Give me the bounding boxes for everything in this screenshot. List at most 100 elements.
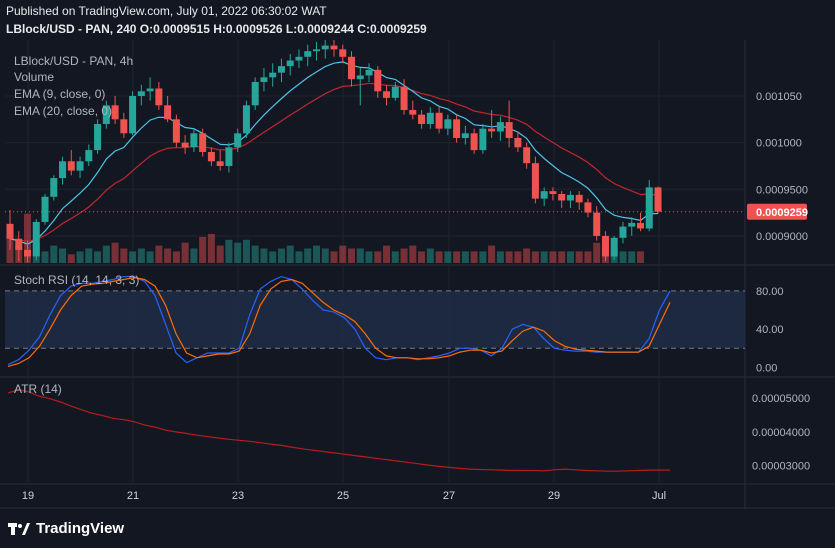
candle bbox=[409, 100, 417, 120]
candle bbox=[85, 144, 93, 166]
candle-body bbox=[523, 147, 531, 164]
candle bbox=[444, 114, 452, 136]
ema9-line bbox=[9, 61, 659, 245]
candle-body bbox=[50, 178, 58, 197]
volume-bar bbox=[181, 242, 189, 263]
volume-bar bbox=[199, 236, 207, 263]
candle-body bbox=[137, 91, 145, 96]
volume-bar bbox=[41, 251, 49, 263]
volume-bar bbox=[584, 251, 592, 263]
candle bbox=[15, 231, 23, 262]
candle bbox=[531, 156, 539, 204]
volume-bar bbox=[453, 251, 461, 263]
time-tick-label: 23 bbox=[232, 490, 244, 502]
candle-body bbox=[453, 119, 461, 138]
candle-body bbox=[488, 128, 496, 132]
candle-body bbox=[558, 193, 566, 201]
candle bbox=[41, 193, 49, 225]
volume-bar bbox=[164, 248, 172, 263]
volume-bar bbox=[216, 245, 224, 263]
candle-body bbox=[15, 238, 23, 250]
candle bbox=[129, 91, 137, 136]
candle-body bbox=[514, 137, 522, 148]
candle bbox=[654, 186, 662, 214]
candle bbox=[32, 219, 40, 261]
candle bbox=[269, 63, 277, 87]
volume-bar bbox=[85, 248, 93, 263]
last-price-label: 0.0009259 bbox=[756, 207, 808, 219]
candle-body bbox=[531, 163, 539, 199]
volume-bar bbox=[496, 251, 504, 263]
candle bbox=[181, 135, 189, 154]
candle-body bbox=[479, 128, 487, 151]
volume-bar bbox=[120, 248, 128, 263]
candle bbox=[286, 53, 294, 76]
volume-bar bbox=[102, 245, 110, 263]
volume-bar bbox=[190, 248, 198, 263]
volume-bar bbox=[234, 242, 242, 263]
candle-body bbox=[383, 91, 391, 98]
volume-bar bbox=[435, 251, 443, 263]
candle bbox=[260, 67, 268, 92]
volume-bar bbox=[111, 242, 119, 263]
price-tick-label: 0.0009000 bbox=[756, 231, 808, 243]
candle bbox=[207, 147, 215, 166]
volume-bar bbox=[295, 251, 303, 263]
published-line: Published on TradingView.com, July 01, 2… bbox=[6, 4, 327, 18]
candle bbox=[242, 100, 250, 138]
atr-tick-label: 0.00003000 bbox=[752, 461, 810, 473]
candle-body bbox=[164, 105, 172, 120]
candle bbox=[321, 40, 329, 59]
candle-body bbox=[199, 133, 207, 152]
candle bbox=[94, 119, 102, 154]
candle bbox=[470, 128, 478, 154]
candle bbox=[549, 187, 557, 201]
time-tick-label: 27 bbox=[443, 490, 455, 502]
candle-body bbox=[409, 109, 417, 115]
candle-body bbox=[120, 119, 128, 134]
volume-bar bbox=[488, 245, 496, 263]
volume-bar bbox=[531, 251, 539, 263]
volume-bar bbox=[348, 248, 356, 263]
candle bbox=[619, 221, 627, 244]
candle bbox=[59, 156, 67, 185]
tradingview-logo[interactable]: TradingView bbox=[8, 520, 124, 537]
volume-bar bbox=[50, 245, 58, 263]
candle bbox=[461, 125, 469, 145]
volume-bar bbox=[400, 248, 408, 263]
volume-bar bbox=[277, 248, 285, 263]
ema20-line bbox=[9, 82, 659, 243]
volume-bar bbox=[321, 248, 329, 263]
candle-body bbox=[207, 151, 215, 162]
volume-bar bbox=[628, 251, 636, 263]
volume-bar bbox=[374, 251, 382, 263]
candle-body bbox=[304, 51, 312, 57]
volume-bar bbox=[269, 251, 277, 263]
candle-body bbox=[111, 105, 119, 120]
candle bbox=[295, 49, 303, 68]
candle bbox=[496, 116, 504, 141]
volume-bar bbox=[444, 251, 452, 263]
candle-body bbox=[172, 119, 180, 143]
candle bbox=[505, 100, 513, 148]
candle-body bbox=[601, 235, 609, 257]
candle-body bbox=[584, 202, 592, 213]
volume-bar bbox=[260, 248, 268, 263]
candle bbox=[628, 217, 636, 236]
candle-body bbox=[59, 161, 67, 179]
candle-body bbox=[286, 60, 294, 67]
tradingview-logo-icon bbox=[8, 522, 30, 535]
volume-bar bbox=[383, 245, 391, 263]
candle bbox=[6, 209, 14, 250]
candle-body bbox=[41, 196, 49, 222]
volume-bar bbox=[356, 248, 364, 263]
candle bbox=[383, 84, 391, 106]
candle-body bbox=[505, 122, 513, 138]
volume-bar bbox=[155, 245, 163, 263]
candle bbox=[575, 191, 583, 210]
candle-body bbox=[593, 212, 601, 236]
candle bbox=[155, 81, 163, 110]
candle bbox=[234, 128, 242, 152]
atr-tick-label: 0.00004000 bbox=[752, 427, 810, 439]
